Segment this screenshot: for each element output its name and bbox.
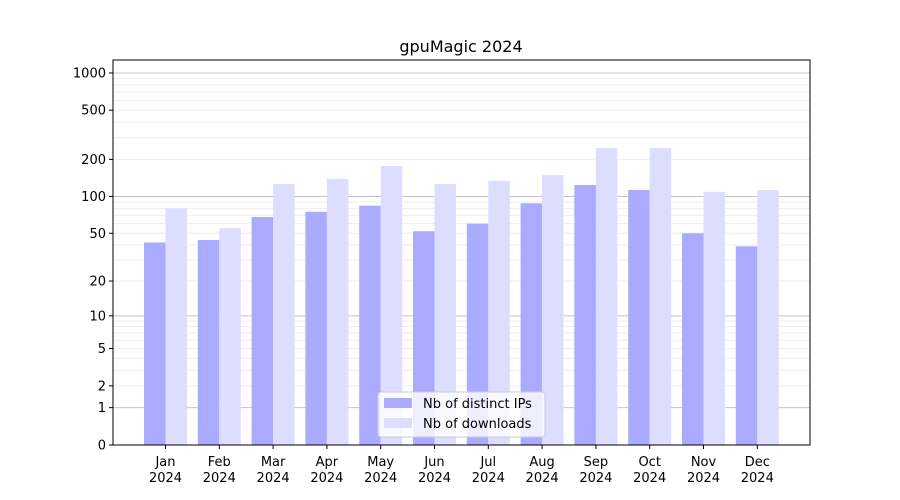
x-tick-label: Dec 2024 [741, 455, 774, 486]
x-tick-label: Mar 2024 [257, 455, 290, 486]
y-tick-label: 100 [81, 190, 106, 205]
bar-downloads [326, 178, 349, 445]
x-tick-label: Nov 2024 [687, 455, 720, 486]
bar-distinct-ips [628, 189, 650, 445]
bar-downloads [757, 189, 779, 445]
bar-downloads [434, 184, 456, 445]
bar-downloads [703, 191, 725, 445]
bar-downloads [273, 184, 295, 445]
legend-box [377, 391, 546, 438]
bar-downloads [380, 165, 403, 445]
bar-distinct-ips [735, 246, 758, 445]
bar-downloads [219, 228, 241, 445]
bar-downloads [165, 208, 187, 445]
bar-downloads [488, 180, 510, 445]
plot-frame [112, 59, 811, 446]
chart-title: gpuMagic 2024 [399, 37, 522, 56]
y-tick-label: 1 [98, 401, 106, 416]
bar-distinct-ips [144, 242, 166, 445]
bar-distinct-ips [359, 205, 381, 445]
x-tick-label: Apr 2024 [310, 455, 343, 486]
legend-label: Nb of downloads [423, 417, 532, 432]
y-tick-label: 10 [89, 309, 106, 324]
y-tick-label: 2 [98, 379, 106, 394]
bar-distinct-ips [305, 211, 327, 445]
x-tick-label: Jan 2024 [149, 455, 182, 486]
x-tick-label: Jun 2024 [418, 455, 451, 486]
y-tick-label: 5 [98, 342, 106, 357]
x-tick-label: Aug 2024 [526, 455, 559, 486]
y-tick-label: 200 [81, 153, 106, 168]
x-tick-label: Jul 2024 [472, 455, 505, 486]
x-tick-label: May 2024 [364, 455, 397, 486]
y-tick-label: 50 [89, 227, 106, 242]
x-tick-label: Sep 2024 [579, 455, 612, 486]
y-tick-label: 0 [98, 439, 106, 454]
bar-distinct-ips [251, 216, 274, 445]
legend: Nb of distinct IPs Nb of downloads [377, 391, 546, 438]
y-tick-label: 1000 [73, 66, 106, 81]
bar-downloads [595, 148, 618, 445]
y-axis: 0 1 2 5 10 20 50 100 200 500 1000 [73, 66, 113, 454]
bar-distinct-ips [520, 203, 543, 445]
x-axis: Jan 2024 Feb 2024 Mar 2024 Apr 2024 May 2024 Jun 20… [149, 445, 774, 486]
bar-distinct-ips [466, 223, 489, 445]
bar-downloads [649, 148, 672, 445]
bar-distinct-ips [682, 233, 704, 445]
y-tick-label: 500 [81, 104, 106, 119]
bar-distinct-ips [197, 240, 220, 445]
bar-distinct-ips [574, 184, 596, 445]
y-tick-label: 20 [89, 275, 106, 290]
legend-label: Nb of distinct IPs [423, 397, 532, 412]
bars [144, 148, 779, 446]
legend-swatch [384, 418, 412, 428]
legend-swatch [384, 398, 412, 408]
x-tick-label: Oct 2024 [633, 455, 666, 486]
bar-downloads [542, 175, 564, 446]
x-tick-label: Feb 2024 [203, 455, 236, 486]
